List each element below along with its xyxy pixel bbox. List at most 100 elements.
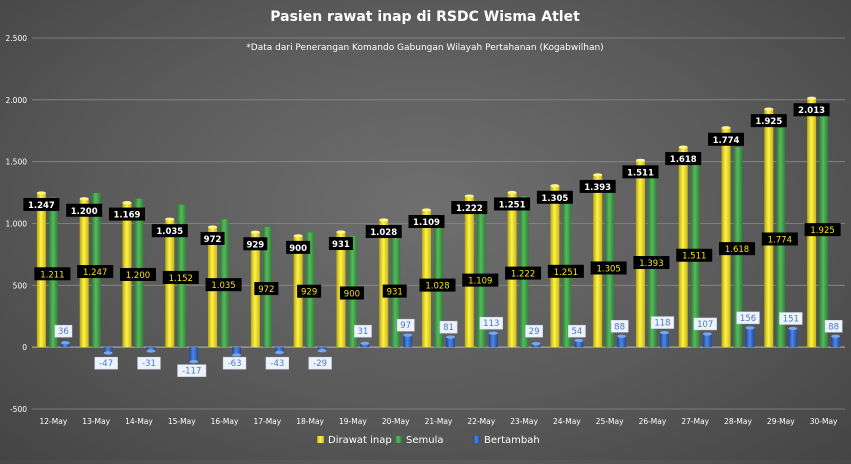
bar-bertambah [831,336,841,348]
label-box [308,356,332,370]
bar-cap [446,335,455,339]
label-box [479,316,503,330]
data-label-dirawat-inap: 2.013 [798,106,825,116]
data-label-dirawat-inap: 1.200 [71,207,98,217]
y-tick-label: -500 [10,405,27,414]
data-label-semula: 1.247 [83,268,107,278]
data-label-bertambah: 107 [697,320,713,330]
label-box [286,240,311,254]
label-box [804,223,841,237]
data-label-semula: 972 [258,285,274,295]
data-label-semula: 900 [344,290,360,300]
label-box [650,316,675,329]
bar-dirawat-inap [593,174,603,348]
label-box [665,152,702,166]
x-tick-label: 12-May [40,417,68,426]
data-label-semula: 1.028 [425,282,449,292]
data-label-semula: 1.618 [725,245,749,255]
data-label-bertambah: 118 [654,319,670,329]
data-label-bertambah: 36 [58,327,69,337]
data-label-bertambah: 88 [828,322,839,332]
bar-cap [702,332,712,336]
data-label-bertambah: -31 [142,359,156,369]
bar-bertambah [317,347,327,351]
bar-bertambah [446,337,455,348]
data-label-dirawat-inap: 1.169 [114,211,141,221]
data-label-bertambah: 31 [358,327,369,337]
x-axis: 12-May 13-May 14-May 15-May 16-May 17-May 18-M… [40,417,839,426]
bar-cap [507,190,517,195]
bar-bertambah [103,347,113,353]
label-box [265,356,289,370]
label-box [119,267,156,281]
label-box [708,132,745,146]
label-box [736,311,760,325]
x-tick-label: 14-May [125,417,153,426]
bar-cap [659,330,669,335]
legend-label: Dirawat inap [328,435,392,446]
data-label-dirawat-inap: 972 [204,235,222,245]
data-label-semula: 1.152 [169,274,193,284]
data-label-bertambah: -117 [182,367,201,377]
data-label-semula: 1.305 [596,264,620,274]
x-tick-label: 18-May [296,417,324,426]
data-labels: 1.247 1.211 36 1.200 1.247 -47 1.169 1.200 -31 1.… [23,103,843,377]
bar-bertambah [617,336,627,348]
data-label-bertambah: 151 [783,314,799,324]
label-box [108,207,145,221]
data-label-semula: 929 [301,288,317,298]
bar-bertambah [146,347,156,352]
x-tick-label: 28-May [724,417,752,426]
bar-dirawat-inap [764,109,774,348]
data-label-dirawat-inap: 1.774 [713,136,740,146]
data-label-semula: 1.774 [768,235,792,245]
bar-bertambah [659,332,669,348]
x-tick-label: 21-May [425,417,453,426]
bar-bertambah [360,343,370,348]
bar-cap [531,341,541,346]
label-box [590,261,627,275]
y-tick-label: 1.500 [6,158,28,167]
data-label-dirawat-inap: 1.247 [28,201,55,211]
x-tick-label: 24-May [553,417,581,426]
y-tick-label: 2.500 [6,34,28,43]
bar-bertambah [403,335,413,348]
bar-cap [122,201,132,205]
legend-label: Semula [406,435,444,446]
bar-cap [317,349,327,353]
x-tick-label: 19-May [339,417,367,426]
bar-cap [807,96,817,100]
bar-cap [379,218,389,222]
bar-dirawat-inap [422,210,431,348]
data-label-dirawat-inap: 1.305 [541,194,568,204]
x-tick-label: 26-May [639,417,667,426]
bar-bertambah [531,343,541,348]
label-box [254,282,279,296]
label-box [750,114,787,128]
bar-cap [678,145,688,149]
bar-cap [36,191,46,195]
data-label-dirawat-inap: 1.511 [627,168,654,178]
legend: Dirawat inap Semula Bertambah [317,435,540,446]
bar-bertambah [745,327,755,348]
label-box [151,224,188,238]
bar-cap [488,331,498,335]
bar-dirawat-inap [635,160,645,348]
bar-bertambah [60,342,70,348]
legend-swatch [473,436,480,443]
bar-cap [574,338,584,343]
data-label-bertambah: -47 [99,359,113,369]
label-box [568,324,586,338]
data-label-bertambah: 156 [740,314,756,324]
y-tick-label: 500 [13,281,28,290]
label-box [66,203,103,217]
x-tick-label: 30-May [810,417,838,426]
label-box [779,312,803,325]
label-box [451,201,488,215]
bar-bertambah [232,347,242,355]
data-label-semula: 1.925 [810,226,834,236]
bar-cap [764,107,774,111]
bar-cap [165,217,175,221]
x-tick-label: 25-May [596,417,624,426]
